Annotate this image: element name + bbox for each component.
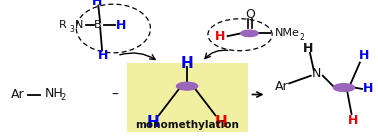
Text: H: H <box>348 114 359 127</box>
Text: –: – <box>112 88 119 101</box>
Text: H: H <box>303 42 313 55</box>
Text: Ar: Ar <box>11 88 25 101</box>
Text: H: H <box>215 115 228 130</box>
Text: H: H <box>359 49 369 62</box>
Circle shape <box>333 84 355 91</box>
Text: H: H <box>215 30 225 43</box>
Text: 2: 2 <box>299 33 304 42</box>
Text: H: H <box>181 56 194 71</box>
Text: H: H <box>92 0 103 8</box>
Text: R: R <box>58 20 66 30</box>
Text: NH: NH <box>45 87 64 100</box>
Text: H: H <box>363 82 373 95</box>
Text: H: H <box>116 18 126 32</box>
FancyBboxPatch shape <box>127 63 248 132</box>
Text: O: O <box>245 8 255 21</box>
Text: monomethylation: monomethylation <box>135 120 239 130</box>
Text: 2: 2 <box>60 94 66 102</box>
Text: H: H <box>98 49 108 62</box>
Text: B: B <box>94 20 101 30</box>
Circle shape <box>241 30 258 37</box>
Text: H: H <box>147 115 160 130</box>
Text: N: N <box>75 20 84 30</box>
Text: NMe: NMe <box>275 28 300 38</box>
Text: N: N <box>312 67 321 80</box>
Text: 3: 3 <box>69 25 74 34</box>
Text: Ar: Ar <box>275 80 288 93</box>
Circle shape <box>177 82 198 90</box>
